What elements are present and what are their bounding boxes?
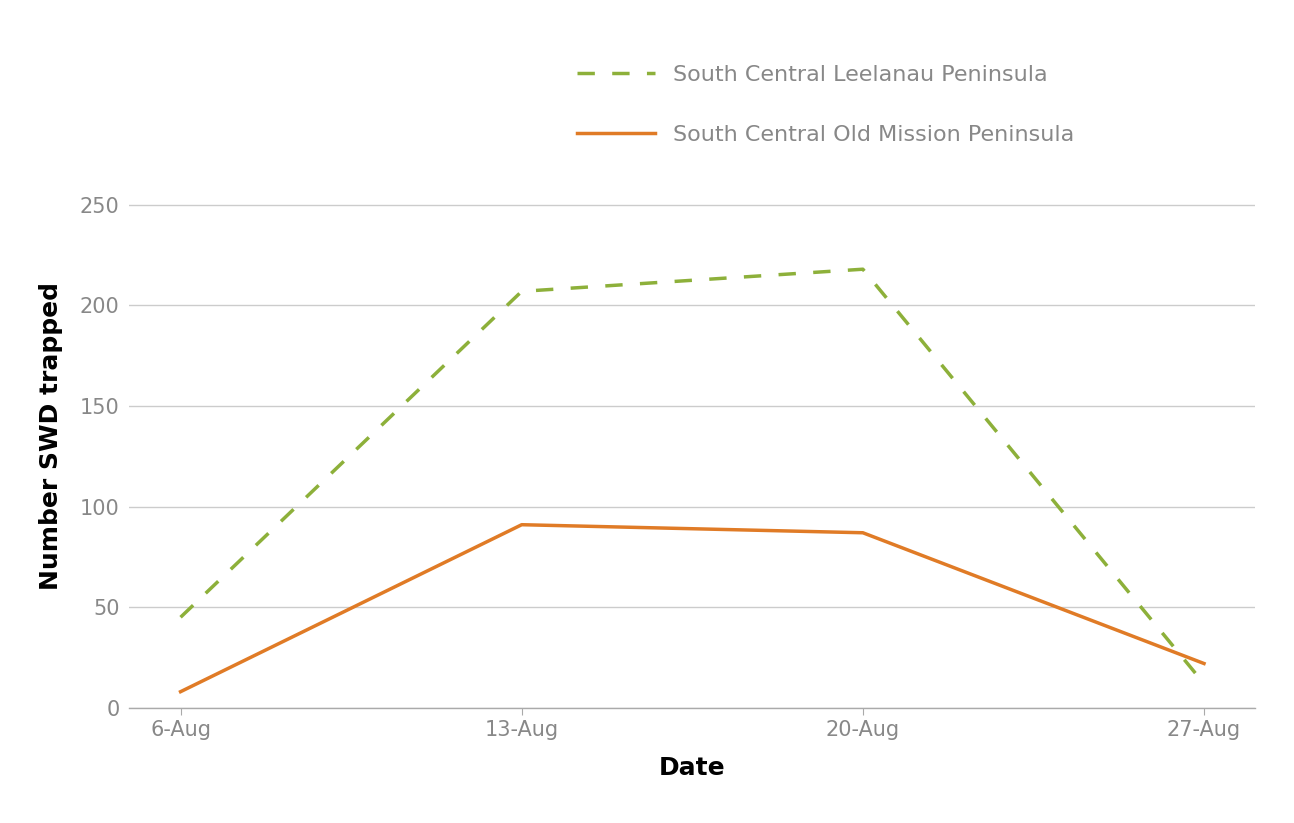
Line: South Central Old Mission Peninsula: South Central Old Mission Peninsula (181, 525, 1203, 691)
X-axis label: Date: Date (659, 756, 726, 780)
South Central Leelanau Peninsula (1196, 679, 1211, 689)
South Central Leelanau Peninsula (855, 264, 871, 274)
South Central Old Mission Peninsula (173, 686, 189, 696)
South Central Old Mission Peninsula (1196, 658, 1211, 668)
South Central Leelanau Peninsula (514, 286, 529, 296)
South Central Old Mission Peninsula (855, 528, 871, 537)
Line: South Central Leelanau Peninsula: South Central Leelanau Peninsula (181, 269, 1203, 684)
Y-axis label: Number SWD trapped: Number SWD trapped (39, 282, 63, 590)
South Central Old Mission Peninsula (514, 520, 529, 530)
Legend: South Central Leelanau Peninsula, South Central Old Mission Peninsula: South Central Leelanau Peninsula, South … (568, 56, 1083, 154)
South Central Leelanau Peninsula (173, 612, 189, 622)
